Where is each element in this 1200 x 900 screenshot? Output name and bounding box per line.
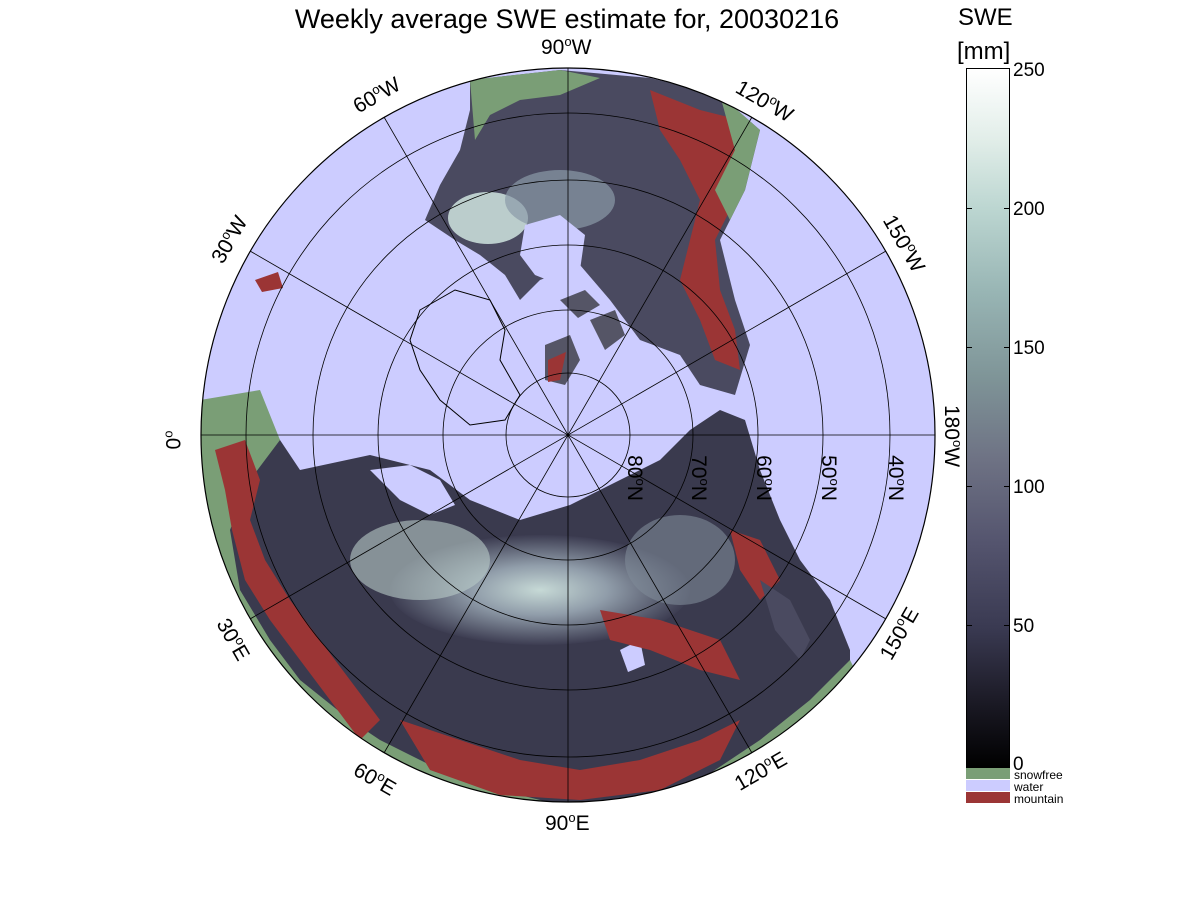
arctic-islands <box>545 290 625 385</box>
colorbar <box>966 68 1010 768</box>
scandinavia-snow <box>350 520 490 600</box>
colorbar-tickmark <box>1004 347 1010 348</box>
lon-label-90w: 90oW <box>541 34 592 59</box>
colorbar-tickmark <box>966 625 972 626</box>
legend-swatch-mountain <box>966 792 1010 803</box>
baltic-sea <box>370 465 455 515</box>
arctic-island-mountain <box>548 352 566 382</box>
legend-label-snowfree: snowfree <box>1014 768 1063 782</box>
legend-label-mountain: mountain <box>1014 792 1064 806</box>
colorbar-tick-250: 250 <box>1013 60 1045 81</box>
kamchatka <box>760 580 810 660</box>
colorbar-tickmark <box>966 347 972 348</box>
caspian-water <box>620 640 645 672</box>
colorbar-tick-100: 100 <box>1013 477 1045 498</box>
lat-label-70n: 70oN <box>686 455 712 501</box>
legend-swatch-snowfree <box>966 768 1010 779</box>
na-snowfree-east <box>470 70 600 140</box>
colorbar-tick-0: 0 <box>1013 754 1024 775</box>
colorbar-tickmark <box>1004 625 1010 626</box>
lon-label-90e: 90oE <box>545 810 590 835</box>
colorbar-tickmark <box>1004 486 1010 487</box>
colorbar-tick-150: 150 <box>1013 338 1045 359</box>
na-snowfree-west <box>715 95 760 220</box>
map-title: Weekly average SWE estimate for, 2003021… <box>294 4 840 34</box>
na-snow-mid <box>505 170 615 230</box>
map-boundary <box>200 67 936 803</box>
colorbar-unit: [mm] <box>957 38 1011 65</box>
iceland <box>255 272 283 292</box>
colorbar-tick-50: 50 <box>1013 616 1035 637</box>
lat-label-80n: 80oN <box>622 455 648 501</box>
eurasia-mountains-central <box>400 720 740 800</box>
colorbar-tickmark <box>966 486 972 487</box>
lat-label-50n: 50oN <box>816 455 842 501</box>
east-siberia-snow <box>625 515 735 605</box>
lat-label-60n: 60oN <box>751 455 777 501</box>
na-rockies-mountain <box>650 90 750 370</box>
colorbar-tick-200: 200 <box>1013 199 1045 220</box>
lon-label-0: 0o <box>160 430 186 450</box>
colorbar-title: SWE <box>958 4 1013 31</box>
meridian-lines <box>201 68 935 802</box>
lat-label-40n: 40oN <box>883 455 909 501</box>
legend-label-water: water <box>1014 780 1044 794</box>
eurasia-mountains-west <box>215 440 380 740</box>
hudson-bay <box>520 215 585 285</box>
colorbar-tickmark <box>966 208 972 209</box>
lon-label-180w: 180oW <box>940 404 966 468</box>
eurasia-mountains-east <box>600 530 780 680</box>
colorbar-tickmark <box>1004 208 1010 209</box>
legend-swatch-water <box>966 780 1010 791</box>
